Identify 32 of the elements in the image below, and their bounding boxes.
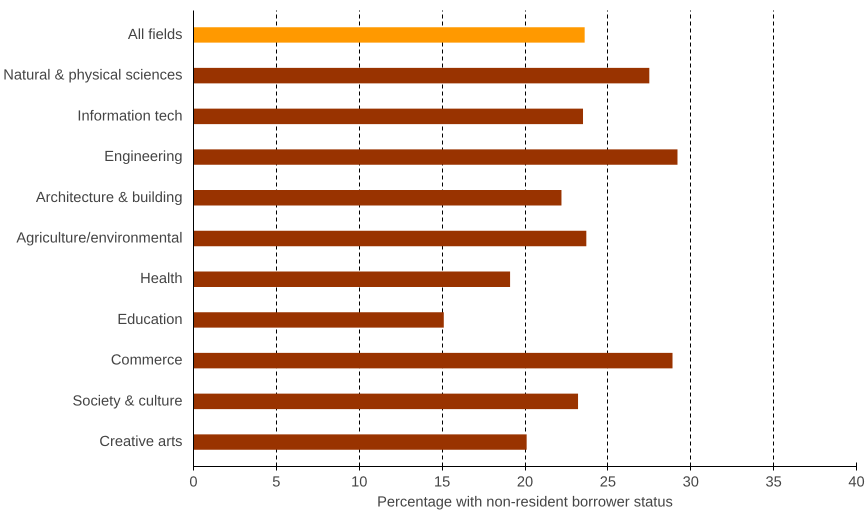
x-axis-title: Percentage with non-resident borrower status (377, 494, 673, 510)
bar (194, 394, 578, 410)
y-tick-label: Commerce (110, 352, 183, 369)
y-tick-label: Engineering (104, 149, 183, 166)
x-tick-label: 35 (765, 474, 782, 490)
bar (194, 352, 673, 368)
x-tick-label: 5 (272, 474, 280, 490)
bar (194, 190, 562, 206)
x-tick-label: 30 (682, 474, 699, 490)
y-tick-label: All fields (128, 26, 183, 43)
bar (194, 312, 444, 328)
y-tick-label: Creative arts (99, 434, 183, 450)
y-tick-label: Information tech (77, 108, 182, 124)
x-tick-label: 20 (516, 474, 534, 490)
x-tick-label: 25 (600, 474, 616, 490)
x-tick-label: 40 (848, 474, 865, 490)
bar (194, 271, 510, 287)
x-tick-label: 0 (189, 474, 198, 490)
x-tick-label: 15 (434, 474, 450, 490)
y-tick-label: Natural & physical sciences (3, 68, 183, 84)
bar (194, 108, 584, 124)
y-tick-label: Architecture & building (36, 190, 183, 206)
bar (194, 68, 650, 84)
y-tick-label: Society & culture (72, 393, 183, 410)
y-tick-label: Agriculture/environmental (16, 230, 182, 246)
x-tick-label: 10 (351, 474, 368, 490)
bar (194, 27, 585, 43)
bar (194, 149, 678, 165)
bar (194, 230, 586, 246)
y-tick-label: Education (117, 312, 182, 328)
y-tick-label: Health (140, 271, 183, 288)
bar (194, 434, 527, 450)
